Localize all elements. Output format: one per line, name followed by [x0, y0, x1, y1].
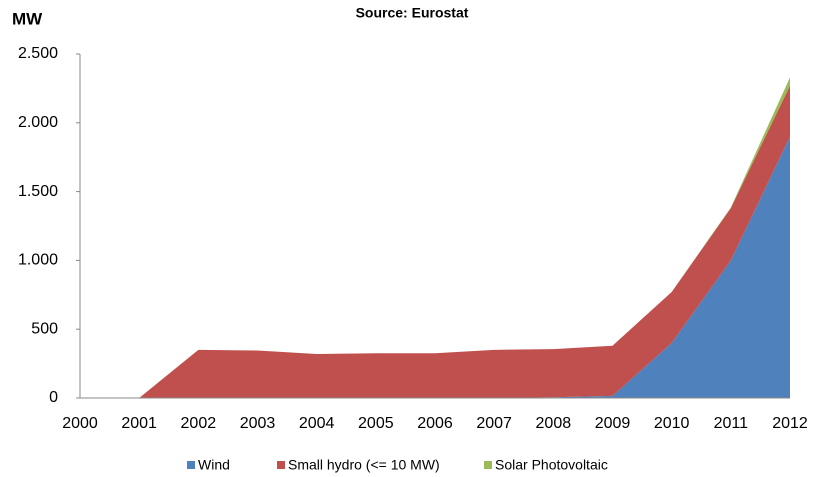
y-tick-label: 2.000: [18, 114, 58, 131]
x-tick-label: 2004: [299, 415, 335, 432]
x-tick-label: 2008: [536, 415, 572, 432]
x-tick-label: 2007: [476, 415, 512, 432]
x-tick-label: 2011: [714, 415, 749, 432]
x-tick-label: 2003: [240, 415, 276, 432]
y-tick-label: 1.500: [18, 183, 58, 200]
x-tick-label: 2002: [181, 415, 217, 432]
y-tick-label: 2.500: [18, 45, 58, 62]
y-tick-label: 1.000: [18, 252, 58, 269]
x-tick-label: 2006: [417, 415, 453, 432]
y-tick-label: 0: [49, 389, 58, 406]
x-tick-label: 2012: [772, 415, 808, 432]
legend-label: Small hydro (<= 10 MW): [288, 457, 440, 473]
chart-title: Source: Eurostat: [356, 5, 469, 21]
x-tick-label: 2009: [595, 415, 631, 432]
y-axis-label: MW: [12, 9, 43, 28]
legend-swatch: [277, 461, 285, 469]
legend-swatch: [187, 461, 195, 469]
legend-label: Solar Photovoltaic: [495, 457, 608, 473]
legend-swatch: [484, 461, 492, 469]
area: [80, 136, 790, 398]
x-tick-label: 2001: [121, 415, 157, 432]
legend-label: Wind: [198, 457, 230, 473]
y-tick-label: 500: [31, 320, 58, 337]
x-tick-label: 2010: [654, 415, 690, 432]
x-tick-label: 2000: [62, 415, 98, 432]
x-tick-label: 2005: [358, 415, 394, 432]
